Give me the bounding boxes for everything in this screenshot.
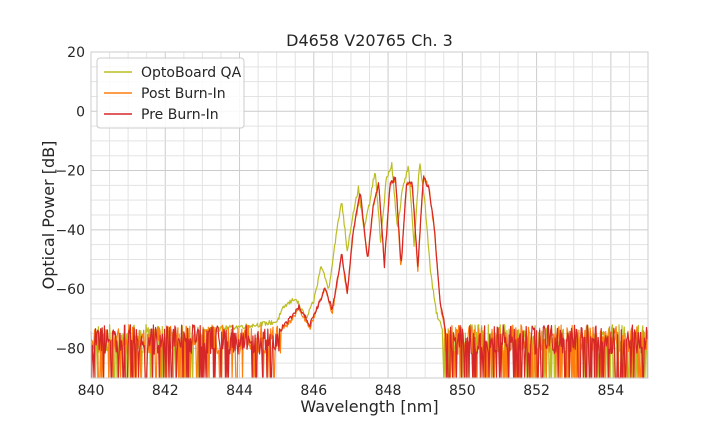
legend-box [96,57,245,129]
y-axis-label: Optical Power [dB] [39,141,58,290]
y-tick-label: −80 [55,341,85,357]
legend-label-post-burn-in: Post Burn-In [141,86,226,102]
y-tick-label: 0 [76,104,85,120]
y-tick-label: 20 [67,45,85,61]
x-tick-label: 852 [523,383,550,399]
x-tick-label: 844 [226,383,253,399]
x-tick-label: 846 [300,383,327,399]
y-tick-label: −20 [55,164,85,180]
tick-labels: 840 842 844 846 848 850 852 854 20 0 −20 −40 −60 −80 [55,45,624,399]
x-tick-label: 840 [78,383,105,399]
x-axis-label: Wavelength [nm] [300,397,438,416]
chart-title: D4658 V20765 Ch. 3 [286,31,453,50]
y-tick-label: −40 [55,223,85,239]
legend-label-pre-burn-in: Pre Burn-In [141,107,219,123]
y-tick-label: −60 [55,282,85,298]
x-tick-label: 854 [597,383,624,399]
plot-frame [90,51,649,379]
x-tick-label: 848 [375,383,402,399]
legend-label-optoboard-qa: OptoBoard QA [141,65,242,81]
legend: OptoBoard QA Post Burn-In Pre Burn-In [96,57,245,129]
x-tick-label: 842 [152,383,179,399]
x-tick-label: 850 [449,383,476,399]
series-pre-burn-in [90,176,649,379]
